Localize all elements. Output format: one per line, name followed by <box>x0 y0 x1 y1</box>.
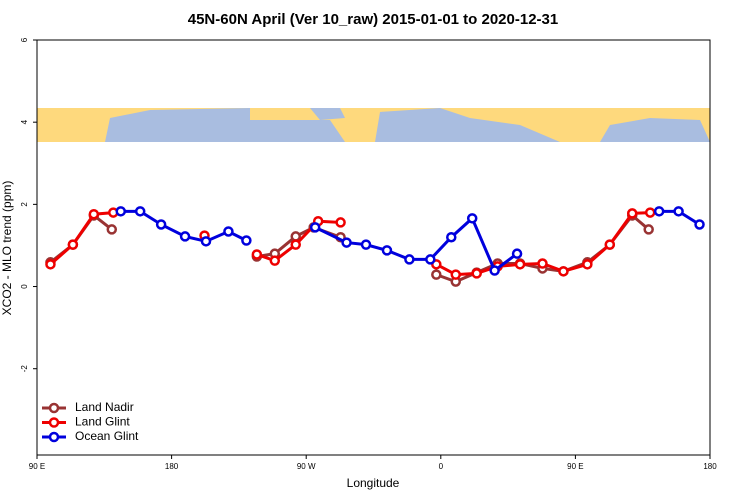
map-ocean <box>600 118 710 142</box>
point <box>381 245 393 256</box>
legend-marker <box>48 431 60 443</box>
x-tick-label: 90 E <box>29 462 45 471</box>
legend-label: Ocean Glint <box>75 429 139 443</box>
point <box>644 207 656 218</box>
legend-marker <box>48 402 60 414</box>
y-tick-label: 2 <box>20 202 29 207</box>
point <box>489 265 500 276</box>
map-ocean <box>105 108 345 142</box>
point <box>155 219 167 230</box>
point <box>431 269 442 280</box>
x-tick-label: 90 E <box>567 462 583 471</box>
point <box>514 259 526 270</box>
point <box>360 239 372 250</box>
x-axis-label: Longitude <box>347 476 400 490</box>
legend-marker <box>48 417 60 428</box>
x-tick-label: 180 <box>165 462 179 471</box>
point <box>673 206 684 217</box>
point <box>450 269 462 280</box>
point <box>626 208 638 219</box>
map-ocean <box>310 108 345 120</box>
point <box>404 254 415 265</box>
point <box>511 248 523 259</box>
x-tick-label: 0 <box>439 462 444 471</box>
point <box>604 239 616 250</box>
point <box>471 268 482 279</box>
point <box>241 235 252 246</box>
y-tick-label: 0 <box>20 284 29 289</box>
point <box>290 239 301 250</box>
point <box>537 258 548 269</box>
point <box>446 231 457 243</box>
point <box>88 208 100 220</box>
legend-label: Land Glint <box>75 415 130 429</box>
x-tick-label: 90 W <box>297 462 316 471</box>
point <box>115 206 127 217</box>
x-tick-label: 180 <box>703 462 717 471</box>
point <box>694 219 705 230</box>
point <box>45 259 56 270</box>
point <box>341 237 352 248</box>
point <box>179 231 191 242</box>
chart-title: 45N-60N April (Ver 10_raw) 2015-01-01 to… <box>188 11 558 28</box>
point <box>582 259 593 270</box>
point <box>67 239 79 250</box>
point <box>269 255 281 266</box>
map-band <box>37 108 710 142</box>
point <box>251 249 263 260</box>
legend-label: Land Nadir <box>75 400 134 414</box>
y-tick-label: 4 <box>20 119 29 124</box>
point <box>290 231 301 242</box>
point <box>134 206 146 217</box>
point <box>466 213 478 224</box>
point <box>425 254 436 265</box>
point <box>223 226 234 237</box>
point <box>653 206 665 217</box>
y-axis-label: XCO2 - MLO trend (ppm) <box>0 181 14 316</box>
point <box>643 224 654 235</box>
plot-frame <box>36 39 711 456</box>
point <box>309 222 321 233</box>
point <box>335 217 346 228</box>
point <box>558 266 569 277</box>
y-tick-label: -2 <box>20 365 29 373</box>
point <box>200 236 212 247</box>
point <box>106 224 118 235</box>
y-tick-label: 6 <box>20 37 29 42</box>
map-ocean <box>375 108 560 142</box>
